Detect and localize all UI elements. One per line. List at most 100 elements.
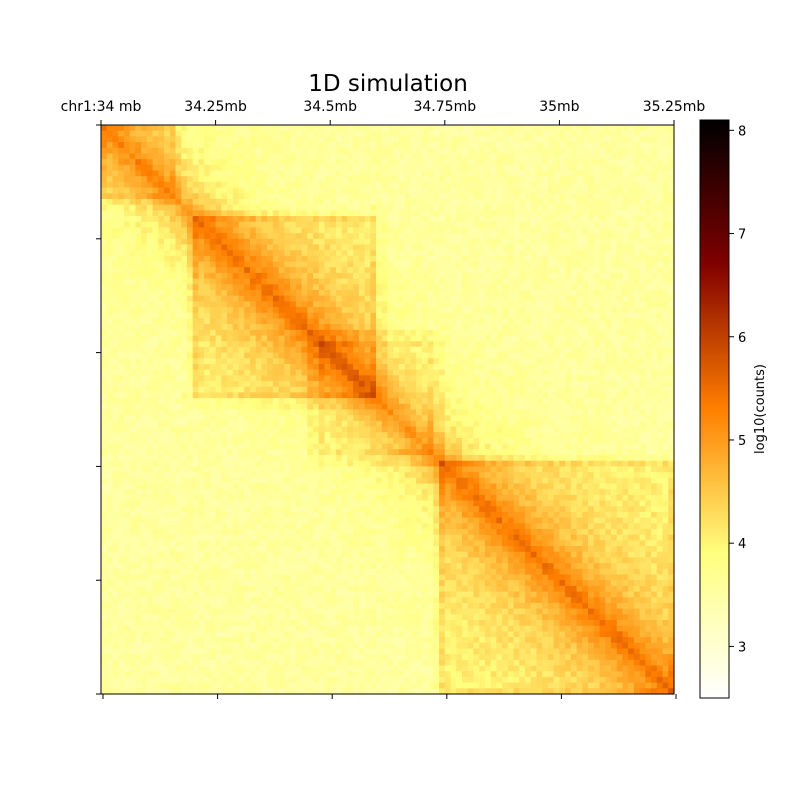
heatmap-cell: [141, 193, 148, 200]
heatmap-cell: [341, 301, 348, 308]
heatmap-cell: [610, 267, 618, 274]
heatmap-cell: [164, 381, 171, 388]
heatmap-cell: [192, 369, 200, 376]
heatmap-cell: [101, 312, 108, 320]
heatmap-cell: [513, 216, 520, 223]
heatmap-cell: [164, 278, 171, 285]
heatmap-cell: [244, 255, 251, 263]
heatmap-cell: [370, 255, 377, 263]
heatmap-cell: [565, 164, 572, 172]
heatmap-cell: [530, 335, 538, 342]
heatmap-cell: [588, 403, 595, 411]
heatmap-cell: [519, 250, 526, 257]
heatmap-cell: [376, 216, 383, 223]
heatmap-cell: [536, 125, 543, 132]
heatmap-cell: [484, 346, 492, 354]
heatmap-cell: [335, 341, 343, 348]
heatmap-cell: [353, 142, 360, 149]
heatmap-cell: [238, 278, 245, 285]
heatmap-cell: [639, 159, 646, 166]
heatmap-cell: [186, 341, 194, 348]
heatmap-cell: [525, 181, 532, 189]
heatmap-cell: [393, 244, 400, 251]
heatmap-cell: [221, 363, 228, 371]
heatmap-cell: [209, 216, 217, 223]
heatmap-cell: [164, 244, 171, 251]
heatmap-cell: [335, 272, 343, 280]
heatmap-cell: [513, 255, 520, 263]
heatmap-cell: [582, 290, 589, 297]
heatmap-cell: [198, 244, 205, 251]
heatmap-cell: [576, 375, 583, 382]
heatmap-cell: [123, 164, 131, 172]
heatmap-cell: [272, 238, 280, 246]
heatmap-cell: [450, 210, 457, 217]
heatmap-cell: [582, 193, 589, 200]
heatmap-cell: [599, 193, 606, 200]
heatmap-cell: [565, 290, 572, 297]
heatmap-cell: [141, 227, 148, 234]
heatmap-cell: [605, 204, 612, 211]
heatmap-cell: [118, 375, 125, 382]
heatmap-cell: [610, 204, 618, 211]
heatmap-cell: [232, 301, 240, 308]
heatmap-cell: [341, 307, 348, 314]
heatmap-cell: [484, 142, 492, 149]
heatmap-cell: [129, 375, 136, 382]
heatmap-cell: [381, 301, 389, 308]
heatmap-cell: [645, 181, 652, 189]
heatmap-cell: [662, 346, 669, 354]
heatmap-cell: [376, 307, 383, 314]
heatmap-cell: [433, 159, 440, 166]
heatmap-cell: [358, 147, 366, 155]
heatmap-cell: [307, 363, 314, 371]
heatmap-cell: [484, 290, 492, 297]
heatmap-cell: [135, 176, 142, 183]
heatmap-cell: [370, 318, 377, 325]
heatmap-cell: [479, 159, 486, 166]
heatmap-cell: [456, 198, 463, 206]
heatmap-cell: [570, 398, 578, 405]
heatmap-cell: [651, 363, 658, 371]
heatmap-cell: [129, 284, 136, 291]
heatmap-cell: [616, 403, 624, 411]
heatmap-cell: [467, 284, 475, 291]
heatmap-cell: [227, 181, 234, 189]
heatmap-cell: [461, 176, 469, 183]
heatmap-cell: [605, 307, 612, 314]
heatmap-cell: [261, 176, 268, 183]
heatmap-cell: [164, 227, 171, 234]
heatmap-cell: [633, 250, 641, 257]
heatmap-cell: [341, 403, 348, 411]
heatmap-cell: [576, 216, 583, 223]
heatmap-cell: [335, 142, 343, 149]
heatmap-cell: [542, 153, 549, 160]
heatmap-cell: [347, 398, 354, 405]
heatmap-cell: [433, 147, 440, 155]
heatmap-cell: [404, 164, 412, 172]
heatmap-cell: [169, 216, 177, 223]
heatmap-cell: [290, 363, 297, 371]
heatmap-cell: [444, 375, 452, 382]
heatmap-cell: [570, 329, 578, 337]
heatmap-cell: [164, 142, 171, 149]
heatmap-cell: [347, 210, 354, 217]
heatmap-cell: [616, 125, 624, 132]
heatmap-cell: [272, 290, 280, 297]
heatmap-cell: [605, 318, 612, 325]
heatmap-cell: [313, 369, 320, 376]
heatmap-cell: [255, 329, 263, 337]
heatmap-cell: [238, 301, 245, 308]
heatmap-cell: [461, 130, 469, 137]
heatmap-cell: [461, 386, 469, 394]
heatmap-cell: [416, 244, 423, 251]
heatmap-cell: [576, 147, 583, 155]
heatmap-cell: [416, 329, 423, 337]
heatmap-cell: [152, 261, 159, 268]
heatmap-cell: [209, 261, 217, 268]
heatmap-cell: [347, 341, 354, 348]
heatmap-cell: [204, 227, 211, 234]
heatmap-cell: [192, 318, 200, 325]
heatmap-cell: [192, 210, 200, 217]
heatmap-cell: [324, 125, 331, 132]
